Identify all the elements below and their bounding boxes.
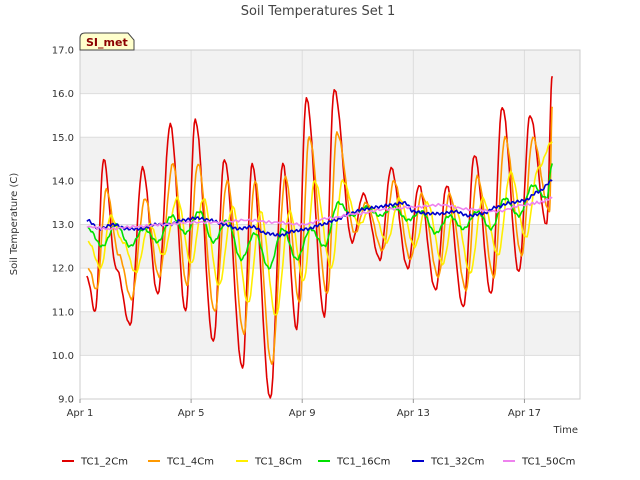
x-tick-label: Apr 17 bbox=[508, 408, 541, 419]
site-badge-label: SI_met bbox=[86, 36, 128, 49]
legend-label: TC1_50Cm bbox=[521, 457, 575, 468]
series-line-tc1-16cm bbox=[87, 163, 553, 270]
legend: TC1_2Cm TC1_4Cm TC1_8Cm TC1_16Cm TC1_32Cm TC1… bbox=[62, 457, 575, 468]
y-axis-ticks: 9.0 10.0 11.0 12.0 13.0 14.0 15.0 16.0 17.0 bbox=[52, 46, 74, 406]
grid-band bbox=[80, 311, 580, 356]
y-tick-label: 17.0 bbox=[52, 46, 74, 57]
y-tick-label: 15.0 bbox=[52, 133, 74, 144]
x-axis-ticks: Apr 1 Apr 5 Apr 9 Apr 13 Apr 17 bbox=[67, 399, 541, 419]
chart-title: Soil Temperatures Set 1 bbox=[241, 4, 396, 19]
legend-label: TC1_32Cm bbox=[430, 457, 484, 468]
legend-label: TC1_2Cm bbox=[80, 457, 128, 468]
y-tick-label: 11.0 bbox=[52, 307, 74, 318]
series-lines bbox=[86, 76, 553, 399]
site-badge: SI_met bbox=[79, 32, 135, 51]
y-tick-label: 12.0 bbox=[52, 264, 74, 275]
series-line-tc1-50cm bbox=[86, 196, 553, 231]
legend-label: TC1_8Cm bbox=[254, 457, 302, 468]
x-tick-label: Apr 13 bbox=[397, 408, 430, 419]
y-tick-label: 14.0 bbox=[52, 176, 74, 187]
x-tick-label: Apr 9 bbox=[289, 408, 316, 419]
x-axis-label: Time bbox=[553, 425, 578, 436]
legend-label: TC1_16Cm bbox=[336, 457, 390, 468]
legend-label: TC1_4Cm bbox=[166, 457, 214, 468]
y-tick-label: 10.0 bbox=[52, 351, 74, 362]
y-axis-label: Soil Temperature (C) bbox=[9, 173, 20, 276]
series-line-tc1-8cm bbox=[87, 141, 553, 316]
y-tick-label: 9.0 bbox=[58, 395, 74, 406]
x-tick-label: Apr 5 bbox=[178, 408, 205, 419]
y-tick-label: 16.0 bbox=[52, 89, 74, 100]
series-line-tc1-2cm bbox=[86, 76, 553, 399]
series-line-tc1-4cm bbox=[87, 106, 553, 365]
plot-frame bbox=[79, 49, 581, 400]
grid-band bbox=[80, 50, 580, 94]
site-badge-box bbox=[79, 32, 135, 51]
x-tick-label: Apr 1 bbox=[67, 408, 94, 419]
y-tick-label: 13.0 bbox=[52, 220, 74, 231]
series-line-tc1-32cm bbox=[86, 179, 553, 238]
